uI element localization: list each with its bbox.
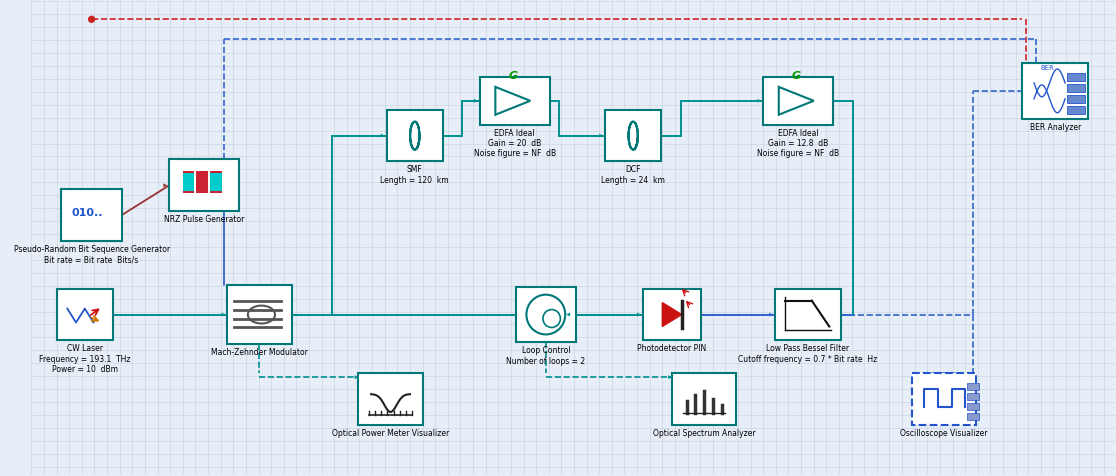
Text: Optical Power Meter Visualizer: Optical Power Meter Visualizer <box>331 429 449 438</box>
Text: Oscilloscope Visualizer: Oscilloscope Visualizer <box>899 429 988 438</box>
Text: EDFA Ideal
Gain = 20  dB
Noise figure = NF  dB: EDFA Ideal Gain = 20 dB Noise figure = N… <box>473 129 556 159</box>
Bar <box>968 413 979 420</box>
Polygon shape <box>779 87 814 115</box>
FancyBboxPatch shape <box>763 77 834 125</box>
FancyBboxPatch shape <box>386 110 443 161</box>
Polygon shape <box>496 87 530 115</box>
Bar <box>183 171 194 193</box>
Text: BER: BER <box>1041 65 1055 71</box>
Polygon shape <box>222 313 225 317</box>
FancyBboxPatch shape <box>605 110 662 161</box>
Bar <box>183 173 194 191</box>
Text: Optical Spectrum Analyzer: Optical Spectrum Analyzer <box>653 429 756 438</box>
FancyBboxPatch shape <box>1022 63 1088 119</box>
Text: DCF
Length = 24  km: DCF Length = 24 km <box>602 166 665 185</box>
FancyBboxPatch shape <box>358 373 423 425</box>
Text: Pseudo-Random Bit Sequence Generator
Bit rate = Bit rate  Bits/s: Pseudo-Random Bit Sequence Generator Bit… <box>13 245 170 264</box>
Circle shape <box>88 16 95 22</box>
Text: CW Laser
Frequency = 193.1  THz
Power = 10  dBm: CW Laser Frequency = 193.1 THz Power = 1… <box>39 344 131 374</box>
Text: G: G <box>508 71 518 81</box>
Polygon shape <box>637 313 641 317</box>
Polygon shape <box>662 303 682 327</box>
Ellipse shape <box>248 306 275 324</box>
FancyBboxPatch shape <box>516 287 576 342</box>
Text: Photodetector PIN: Photodetector PIN <box>637 344 706 353</box>
Bar <box>968 383 979 390</box>
Bar <box>1067 95 1085 103</box>
Text: Loop Control
Number of loops = 2: Loop Control Number of loops = 2 <box>507 347 586 366</box>
Polygon shape <box>474 99 478 103</box>
Polygon shape <box>163 183 167 187</box>
Polygon shape <box>758 99 761 103</box>
Bar <box>968 403 979 410</box>
FancyBboxPatch shape <box>643 289 701 340</box>
Polygon shape <box>769 313 773 317</box>
Polygon shape <box>566 313 570 317</box>
FancyBboxPatch shape <box>480 77 550 125</box>
Bar <box>1067 73 1085 81</box>
Bar <box>1067 84 1085 92</box>
Polygon shape <box>381 134 385 138</box>
Text: Low Pass Bessel Filter
Cutoff frequency = 0.7 * Bit rate  Hz: Low Pass Bessel Filter Cutoff frequency … <box>739 344 877 364</box>
Bar <box>210 171 222 193</box>
Polygon shape <box>355 375 358 379</box>
Bar <box>968 393 979 400</box>
FancyBboxPatch shape <box>57 289 113 340</box>
FancyBboxPatch shape <box>61 189 122 241</box>
FancyBboxPatch shape <box>775 289 840 340</box>
FancyBboxPatch shape <box>170 159 239 211</box>
Polygon shape <box>599 134 603 138</box>
Text: BER Analyzer: BER Analyzer <box>1030 123 1081 132</box>
Polygon shape <box>668 375 672 379</box>
Text: EDFA Ideal
Gain = 12.8  dB
Noise figure = NF  dB: EDFA Ideal Gain = 12.8 dB Noise figure =… <box>757 129 839 159</box>
Text: G: G <box>791 71 801 81</box>
Bar <box>196 171 208 193</box>
Text: 010..: 010.. <box>71 208 104 218</box>
FancyBboxPatch shape <box>672 373 737 425</box>
FancyBboxPatch shape <box>228 285 291 344</box>
Bar <box>1067 106 1085 114</box>
Text: NRZ Pulse Generator: NRZ Pulse Generator <box>164 215 244 224</box>
Bar <box>210 173 222 191</box>
Text: SMF
Length = 120  km: SMF Length = 120 km <box>381 166 449 185</box>
FancyBboxPatch shape <box>912 373 975 425</box>
Text: Mach-Zehnder Modulator: Mach-Zehnder Modulator <box>211 348 308 357</box>
